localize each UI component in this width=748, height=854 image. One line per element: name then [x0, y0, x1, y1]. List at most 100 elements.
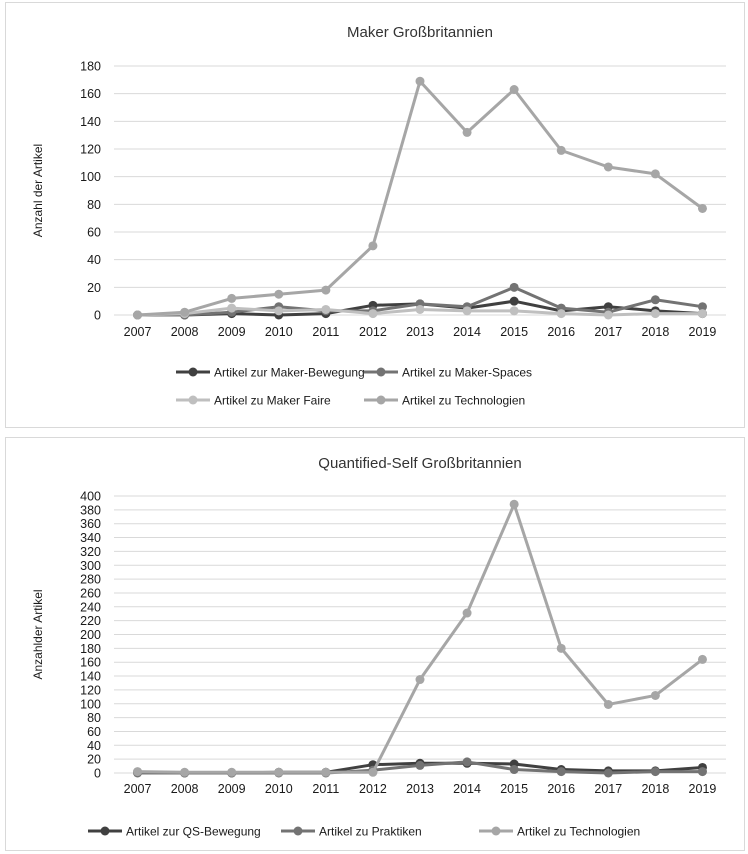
y-tick-label: 40: [87, 739, 101, 753]
chart-panel-quantified-self: Quantified-Self Großbritannien 0 20 40 60 80 1…: [5, 437, 745, 851]
chart-1-content: Maker Großbritannien 0 20 40 60 80 100 120 140 16…: [31, 24, 726, 408]
x-tick-label: 2016: [547, 782, 575, 796]
x-tick-label: 2007: [124, 782, 152, 796]
x-tick-label: 2014: [453, 325, 481, 339]
data-point: [509, 306, 519, 316]
x-tick-label: 2018: [641, 325, 669, 339]
data-point: [509, 282, 519, 292]
x-tick-label: 2017: [594, 325, 622, 339]
data-point: [509, 765, 519, 775]
data-point: [180, 767, 190, 777]
data-point: [274, 767, 284, 777]
data-point: [509, 85, 519, 95]
y-tick-label: 80: [87, 198, 101, 212]
y-tick-label: 380: [80, 503, 101, 517]
chart-maker: Maker Großbritannien 0 20 40 60 80 100 120 140 16…: [31, 24, 726, 408]
y-tick-label: 120: [80, 683, 101, 697]
series-line: [137, 502, 704, 774]
data-point: [509, 499, 519, 509]
data-point: [180, 307, 190, 317]
data-point: [368, 241, 378, 251]
data-point: [368, 767, 378, 777]
x-tick-label: 2019: [689, 325, 717, 339]
y-tick-label: 160: [80, 87, 101, 101]
series-Artikel zu Maker Faire: [133, 303, 707, 320]
legend: Artikel zur Maker-Bewegung Artikel zu Mak…: [176, 366, 532, 408]
y-tick-label: 200: [80, 628, 101, 642]
x-tick-label: 2011: [312, 325, 339, 339]
data-point: [321, 767, 331, 777]
y-tick-label: 0: [94, 767, 101, 781]
data-point: [697, 203, 707, 213]
legend-swatch-marker: [376, 395, 386, 405]
chart-title: Quantified-Self Großbritannien: [318, 455, 521, 472]
y-tick-label: 20: [87, 753, 101, 767]
data-point: [227, 293, 237, 303]
y-tick-label: 220: [80, 614, 101, 628]
y-tick-label: 180: [80, 642, 101, 656]
x-tick-label: 2010: [265, 325, 293, 339]
data-point: [462, 306, 472, 316]
y-tick-label: 260: [80, 586, 101, 600]
legend-label: Artikel zu Maker Faire: [214, 394, 331, 408]
y-tick-label: 60: [87, 725, 101, 739]
x-tick-label: 2018: [641, 782, 669, 796]
y-axis-title: Anzahl der Artikel: [31, 144, 45, 237]
y-tick-label: 340: [80, 531, 101, 545]
data-point: [133, 310, 143, 320]
data-point: [462, 608, 472, 618]
legend-label: Artikel zur QS-Bewegung: [126, 825, 261, 839]
data-point: [274, 306, 284, 316]
data-point: [603, 699, 613, 709]
data-point: [321, 285, 331, 295]
y-tick-label: 140: [80, 670, 101, 684]
data-point: [697, 302, 707, 312]
chart-panel-maker: Maker Großbritannien 0 20 40 60 80 100 120 140 16…: [5, 2, 745, 428]
y-tick-label: 100: [80, 170, 101, 184]
y-tick-label: 300: [80, 559, 101, 573]
data-point: [697, 767, 707, 777]
data-point: [650, 309, 660, 319]
data-point: [556, 767, 566, 777]
y-tick-label: 60: [87, 226, 101, 240]
legend-item: Artikel zur QS-Bewegung: [88, 825, 261, 839]
legend-item: Artikel zu Technologien: [479, 825, 640, 839]
chart-title: Maker Großbritannien: [347, 24, 493, 41]
series-line: [137, 79, 704, 317]
x-tick-label: 2019: [689, 782, 717, 796]
x-tick-label: 2010: [265, 782, 293, 796]
y-tick-label: 160: [80, 656, 101, 670]
legend-item: Artikel zu Maker-Spaces: [364, 366, 532, 380]
y-tick-label: 280: [80, 573, 101, 587]
x-tick-label: 2017: [594, 782, 622, 796]
data-point: [697, 309, 707, 319]
data-point: [556, 309, 566, 319]
data-point: [462, 757, 472, 767]
data-point: [650, 169, 660, 179]
legend-item: Artikel zur Maker-Bewegung: [176, 366, 365, 380]
y-tick-label: 320: [80, 545, 101, 559]
x-tick-label: 2009: [218, 325, 246, 339]
data-point: [650, 690, 660, 700]
data-point: [274, 289, 284, 299]
legend-label: Artikel zu Technologien: [517, 825, 640, 839]
y-tick-label: 140: [80, 115, 101, 129]
data-point: [133, 767, 143, 777]
data-point: [321, 304, 331, 314]
data-point: [650, 295, 660, 305]
y-axis-title: Anzahlder Artikel: [31, 589, 45, 679]
legend-label: Artikel zu Maker-Spaces: [402, 366, 532, 380]
series-Artikel zu Technologien: [133, 76, 707, 320]
data-point: [227, 767, 237, 777]
data-point: [603, 310, 613, 320]
y-tick-label: 80: [87, 711, 101, 725]
legend-swatch-marker: [188, 395, 198, 405]
y-tick-label: 40: [87, 253, 101, 267]
data-point: [415, 76, 425, 86]
data-point: [650, 767, 660, 777]
y-tick-label: 240: [80, 600, 101, 614]
legend-swatch-marker: [491, 826, 501, 836]
y-tick-label: 400: [80, 490, 101, 504]
x-tick-label: 2007: [124, 325, 152, 339]
legend-swatch-marker: [100, 826, 110, 836]
